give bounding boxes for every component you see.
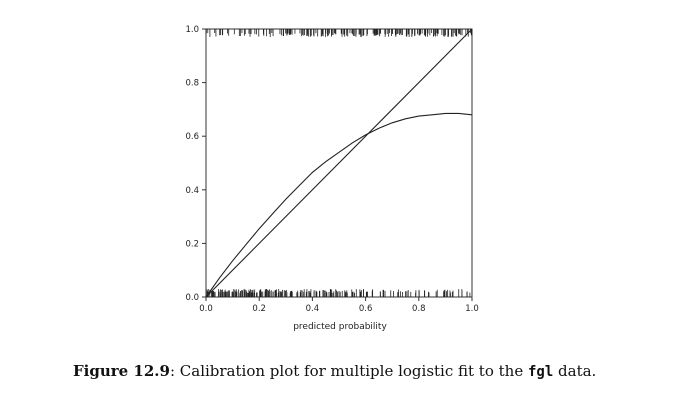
figure-caption: Figure 12.9: Calibration plot for multip… [73, 362, 673, 380]
y-tick-label: 1.0 [185, 25, 199, 35]
calibration-curve [205, 112, 473, 298]
y-tick-label: 0.0 [185, 293, 199, 303]
figure-number: Figure 12.9 [73, 362, 170, 380]
x-tick-label: 0.4 [306, 304, 320, 314]
y-tick-label: 0.8 [185, 79, 199, 89]
x-axis-label: predicted probability [293, 322, 387, 332]
diagonal-reference-line [205, 28, 473, 298]
x-tick-label: 0.0 [199, 304, 213, 314]
caption-text-end: data. [553, 362, 597, 380]
y-tick-label: 0.6 [185, 132, 199, 142]
caption-code: fgl [527, 364, 554, 380]
x-tick-label: 1.0 [465, 304, 479, 314]
x-tick-label: 0.2 [252, 304, 266, 314]
y-tick-label: 0.2 [185, 239, 199, 249]
y-tick-label: 0.4 [185, 186, 199, 196]
x-tick-label: 0.6 [359, 304, 373, 314]
x-tick-label: 0.8 [412, 304, 426, 314]
caption-text: : Calibration plot for multiple logistic… [169, 362, 528, 380]
